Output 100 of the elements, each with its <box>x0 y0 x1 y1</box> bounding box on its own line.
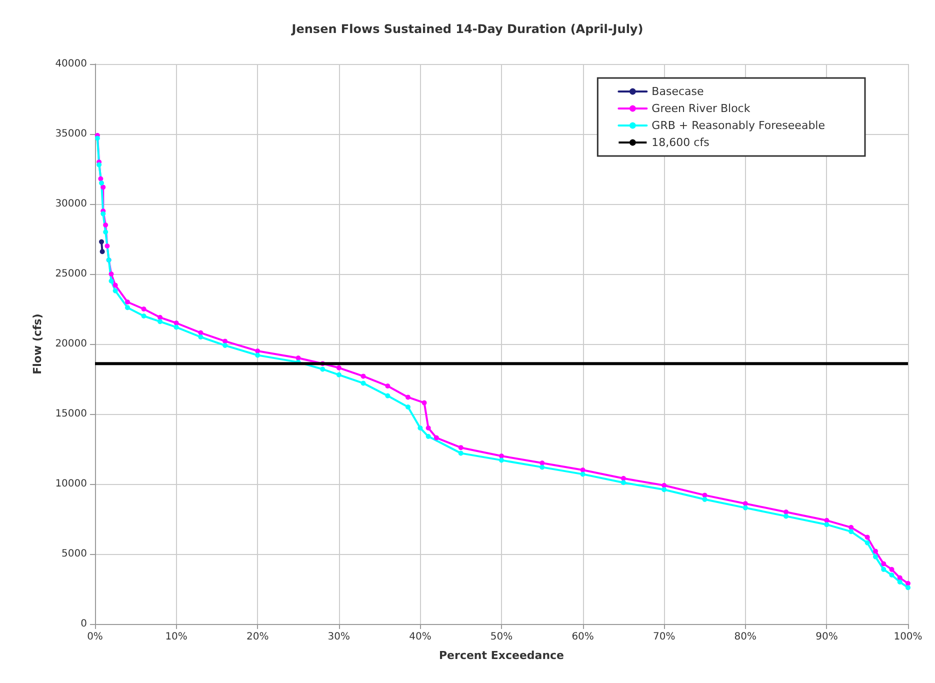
point <box>296 356 301 360</box>
point <box>418 426 423 430</box>
point <box>158 314 163 320</box>
point <box>141 306 146 312</box>
point <box>174 324 179 330</box>
point <box>881 566 886 572</box>
point <box>255 348 260 354</box>
point <box>100 184 106 190</box>
x-tick-label: 70% <box>652 632 676 642</box>
point <box>580 472 586 477</box>
y-tick-label: 30000 <box>55 198 87 210</box>
point <box>336 372 342 378</box>
point <box>426 426 431 430</box>
point <box>872 554 878 560</box>
point <box>406 404 411 410</box>
legend-label: GRB + Reasonably Foreseeable <box>652 119 826 132</box>
point <box>141 314 146 318</box>
point <box>824 522 830 528</box>
point <box>848 524 854 530</box>
point <box>458 450 464 456</box>
point <box>881 561 886 566</box>
x-tick-label: 90% <box>816 632 838 642</box>
point <box>99 180 104 186</box>
x-tick-label: 40% <box>409 632 432 642</box>
point <box>158 319 163 324</box>
y-tick-label: 5000 <box>62 548 87 560</box>
point <box>906 580 910 586</box>
point <box>222 342 228 348</box>
point <box>222 338 228 344</box>
point <box>889 572 894 578</box>
y-tick-label: 25000 <box>55 268 87 280</box>
point <box>94 136 100 141</box>
point <box>100 249 105 254</box>
x-tick-label: 80% <box>734 632 757 642</box>
x-tick-label: 100% <box>894 632 922 642</box>
point <box>620 480 626 486</box>
x-tick-label: 30% <box>328 632 350 642</box>
legend-label: Green River Block <box>652 102 751 115</box>
x-tick-label: 60% <box>572 632 594 642</box>
x-tick-label: 0% <box>87 632 103 642</box>
point <box>897 575 902 580</box>
legend-label: Basecase <box>652 85 704 98</box>
point <box>426 434 431 439</box>
y-tick-label: 35000 <box>55 128 87 140</box>
point <box>499 458 504 463</box>
y-tick-label: 20000 <box>55 338 87 350</box>
y-axis-title: Flow (cfs) <box>31 314 44 374</box>
y-tick-label: 15000 <box>55 408 87 420</box>
x-axis-title: Percent Exceedance <box>438 649 564 662</box>
point <box>406 394 411 400</box>
point <box>864 540 870 546</box>
point <box>112 288 118 294</box>
point <box>320 366 326 372</box>
point <box>742 501 748 506</box>
point <box>112 282 118 288</box>
point <box>702 496 708 502</box>
point <box>872 548 878 554</box>
point <box>824 518 830 523</box>
point <box>906 585 910 590</box>
point <box>848 529 854 534</box>
point <box>458 445 464 450</box>
point <box>434 435 439 440</box>
x-tick-label: 50% <box>490 632 513 642</box>
point <box>99 239 104 244</box>
y-tick-label: 0 <box>80 618 87 630</box>
point <box>540 460 545 466</box>
point <box>108 278 114 284</box>
point <box>889 566 894 572</box>
point <box>422 400 427 406</box>
point <box>336 365 342 370</box>
y-tick-label: 40000 <box>55 58 87 70</box>
point <box>662 487 667 492</box>
legend-label: 18,600 cfs <box>652 136 710 149</box>
x-tick-label: 10% <box>165 632 188 642</box>
point <box>100 211 106 216</box>
point <box>125 300 130 304</box>
point <box>108 272 114 276</box>
point <box>125 305 130 310</box>
point <box>499 454 504 458</box>
point <box>864 534 870 540</box>
point <box>784 510 789 514</box>
point <box>662 482 667 488</box>
point <box>897 580 902 584</box>
point <box>103 230 108 234</box>
point <box>174 320 179 326</box>
point <box>198 334 204 340</box>
point <box>96 162 102 168</box>
x-tick-label: 20% <box>246 632 269 642</box>
point <box>103 222 108 228</box>
point <box>742 505 748 510</box>
point <box>580 468 586 472</box>
y-tick-label: 10000 <box>55 478 87 490</box>
point <box>104 244 110 248</box>
point <box>360 380 366 386</box>
point <box>360 374 366 379</box>
point <box>255 352 260 358</box>
point <box>98 176 104 182</box>
point <box>385 393 390 398</box>
chart-title: Jensen Flows Sustained 14-Day Duration (April-July) <box>290 22 644 36</box>
point <box>385 384 390 388</box>
